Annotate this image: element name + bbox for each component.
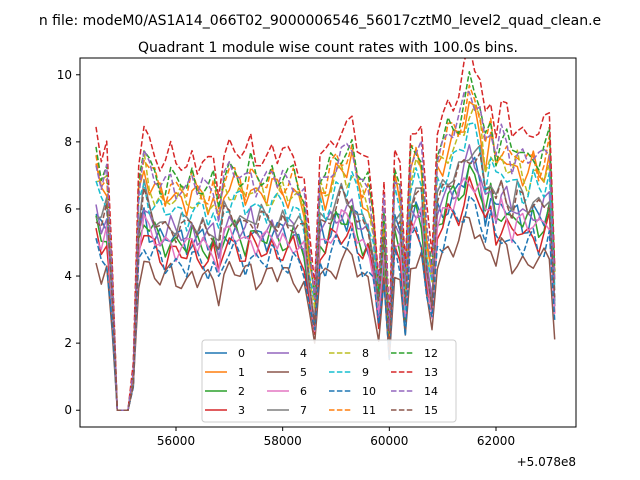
legend-label: 0 bbox=[238, 347, 245, 360]
legend-label: 8 bbox=[362, 347, 369, 360]
x-tick-label: 58000 bbox=[264, 434, 302, 448]
legend-label: 9 bbox=[362, 366, 369, 379]
x-tick-label: 62000 bbox=[477, 434, 515, 448]
legend-label: 10 bbox=[362, 385, 376, 398]
legend-label: 1 bbox=[238, 366, 245, 379]
series-line-5 bbox=[95, 215, 556, 411]
series-line-12 bbox=[95, 71, 556, 411]
chart-title: Quadrant 1 module wise count rates with … bbox=[138, 40, 518, 56]
y-tick-label: 10 bbox=[57, 68, 72, 82]
x-tick-label: 60000 bbox=[370, 434, 408, 448]
x-axis: 56000 58000 60000 62000 bbox=[157, 427, 515, 448]
legend-label: 4 bbox=[300, 347, 307, 360]
series-line-14 bbox=[95, 91, 556, 411]
series-line-15 bbox=[95, 152, 556, 411]
series-line-13 bbox=[95, 58, 556, 411]
legend-label: 13 bbox=[424, 366, 438, 379]
series-line-6 bbox=[95, 177, 556, 411]
legend-label: 14 bbox=[424, 385, 438, 398]
y-tick-label: 8 bbox=[64, 135, 72, 149]
legend-label: 12 bbox=[424, 347, 438, 360]
series-line-10 bbox=[95, 195, 556, 411]
series-line-8 bbox=[95, 104, 556, 411]
legend-label: 5 bbox=[300, 366, 307, 379]
y-tick-label: 4 bbox=[64, 269, 72, 283]
series-line-7 bbox=[95, 144, 556, 411]
legend-label: 11 bbox=[362, 404, 376, 417]
y-tick-label: 6 bbox=[64, 202, 72, 216]
legend-label: 7 bbox=[300, 404, 307, 417]
y-axis: 0 2 4 6 8 10 bbox=[57, 68, 80, 417]
x-offset-label: +5.078e8 bbox=[517, 455, 576, 469]
axes-frame bbox=[79, 57, 577, 428]
legend-box bbox=[201, 339, 457, 423]
legend-label: 15 bbox=[424, 404, 438, 417]
x-tick-label: 56000 bbox=[157, 434, 195, 448]
legend-label: 6 bbox=[300, 385, 307, 398]
series-layer bbox=[95, 58, 556, 411]
series-line-1 bbox=[95, 100, 556, 411]
y-tick-label: 2 bbox=[64, 336, 72, 350]
legend-label: 3 bbox=[238, 404, 245, 417]
legend-label: 2 bbox=[238, 385, 245, 398]
y-tick-label: 0 bbox=[64, 403, 72, 417]
figure-suptitle: n file: modeM0/AS1A14_066T02_9000006546_… bbox=[39, 13, 601, 29]
